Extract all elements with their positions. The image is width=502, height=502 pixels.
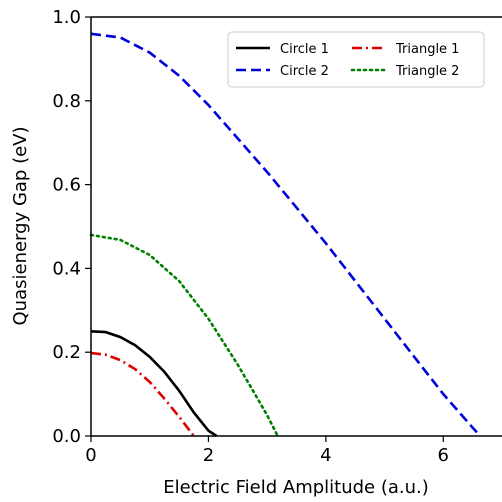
x-tick-label: 6 — [438, 445, 449, 466]
y-tick-label: 1.0 — [52, 7, 81, 28]
series-line-2 — [90, 32, 482, 437]
series-line-3 — [90, 351, 195, 437]
y-tick-label: 0.8 — [52, 91, 81, 112]
ticks-layer: 0 2 4 6 0.0 0.2 0.4 0.6 0.8 1.0 — [52, 7, 449, 466]
x-axis-label: Electric Field Amplitude (a.u.) — [163, 477, 429, 498]
series-line-1 — [90, 330, 218, 438]
series-layer — [89, 32, 482, 438]
legend: Circle 1 Circle 2 Triangle 1 Triangle 2 — [227, 31, 485, 88]
y-tick-label: 0.0 — [52, 426, 81, 447]
legend-label: Circle 1 — [280, 42, 329, 57]
y-axis-label: Quasienergy Gap (eV) — [10, 127, 31, 326]
series-line-4 — [89, 233, 279, 438]
y-tick-label: 0.6 — [52, 175, 81, 196]
legend-label: Triangle 2 — [395, 64, 459, 79]
legend-box — [227, 31, 485, 88]
y-tick-label: 0.4 — [52, 258, 81, 279]
legend-label: Triangle 1 — [395, 42, 459, 57]
x-tick-label: 4 — [320, 445, 331, 466]
legend-label: Circle 2 — [280, 64, 329, 79]
x-tick-label: 0 — [85, 445, 96, 466]
axes-layer — [90, 16, 502, 437]
y-tick-label: 0.2 — [52, 342, 81, 363]
x-tick-label: 2 — [203, 445, 214, 466]
